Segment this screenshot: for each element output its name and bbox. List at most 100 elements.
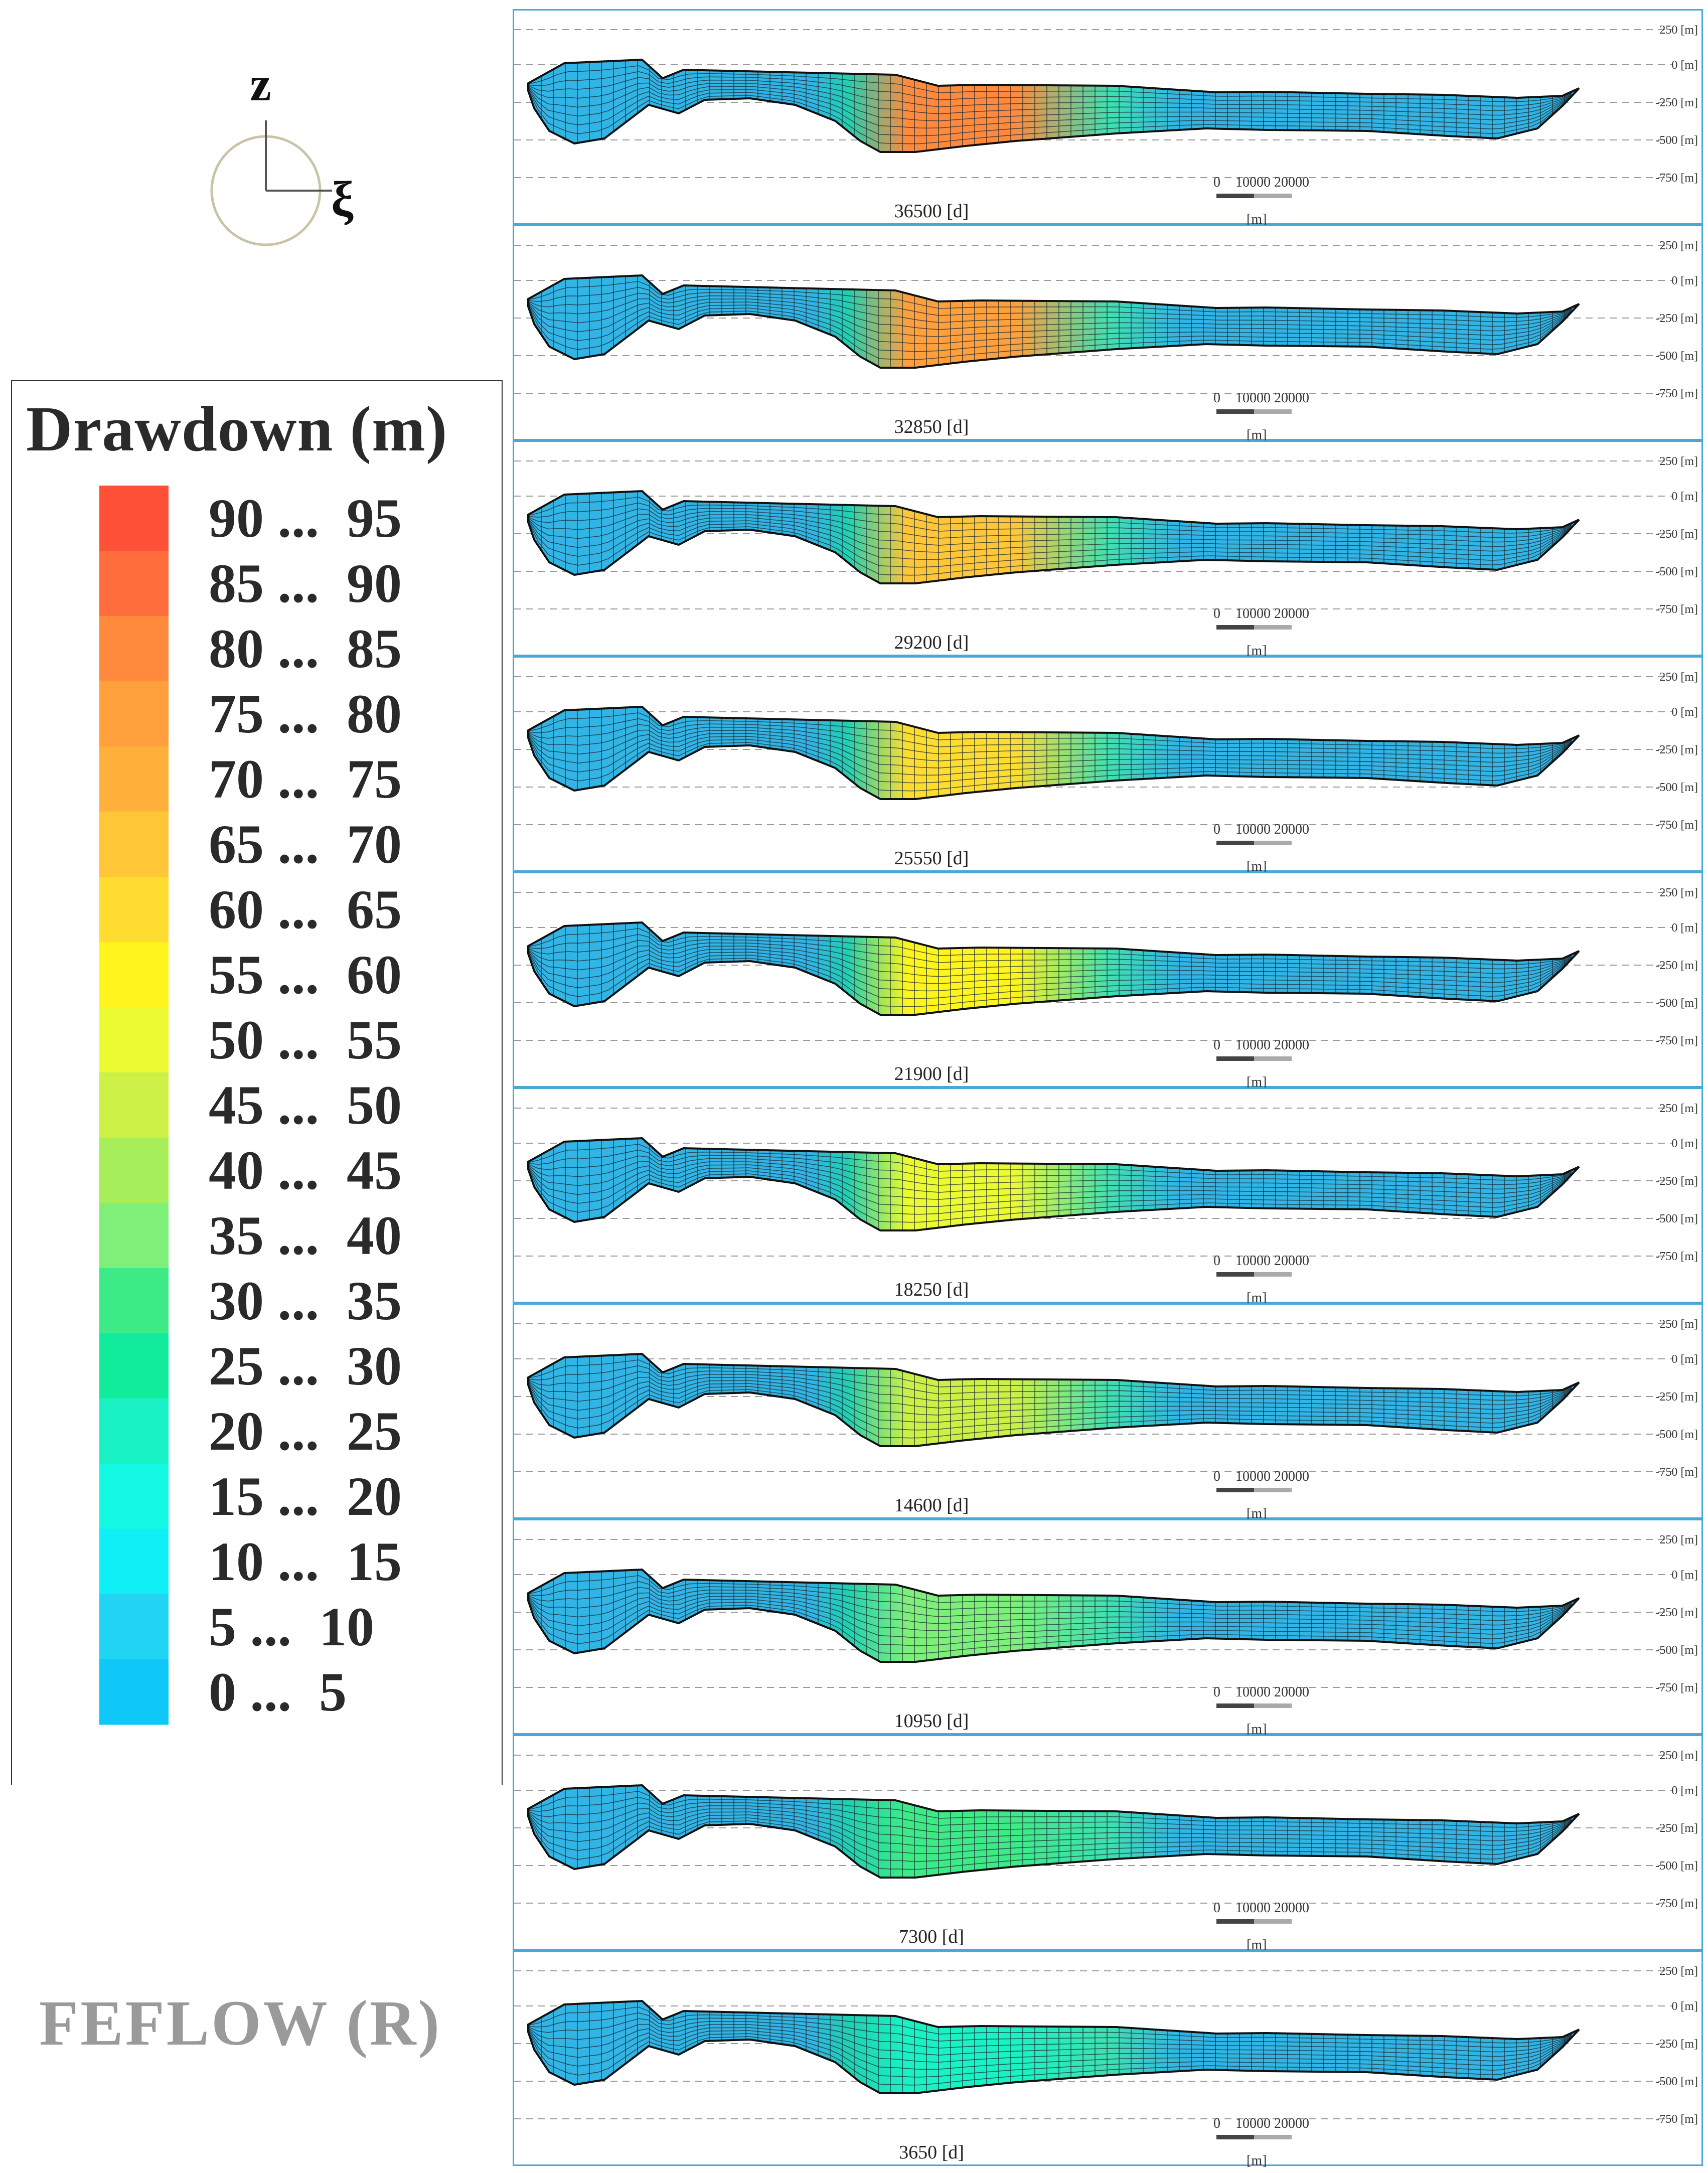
scale-bar-tick: 20000 (1274, 822, 1309, 837)
elevation-tick-label: -250 [m] (1655, 959, 1698, 972)
elevation-tick-label: -750 [m] (1655, 603, 1698, 616)
section-outline (527, 1568, 1580, 1663)
scale-bar-tick: 0 (1213, 390, 1220, 406)
cross-section-view: 250 [m] 0 [m] -250 [m] -500 [m] -750 [m] 0 100… (514, 1318, 1698, 1520)
cross-section-view: 250 [m] 0 [m] -250 [m] -500 [m] -750 [m] 0 100… (514, 1102, 1698, 1305)
mesh-layer-line (528, 1575, 1572, 1612)
drawdown-fill (528, 922, 1579, 1015)
scale-bar-tick: 20000 (1274, 2116, 1309, 2131)
legend-row: 90 ... 95 (99, 486, 491, 551)
elevation-tick-label: -500 [m] (1655, 1212, 1698, 1225)
snapshot-time-label: 32850 [d] (894, 416, 969, 437)
snapshot-time-label: 14600 [d] (894, 1495, 969, 1516)
elevation-tick-label: 0 [m] (1671, 706, 1698, 719)
legend-title: Drawdown (m) (26, 393, 448, 464)
drawdown-fill (528, 2001, 1579, 2093)
cross-section-view: 250 [m] 0 [m] -250 [m] -500 [m] -750 [m] 0 100… (514, 1533, 1698, 1736)
scale-bar-unit: [m] (1247, 212, 1267, 226)
drawdown-fill (528, 491, 1579, 583)
scale-bar-dark (1216, 1919, 1254, 1924)
scale-bar-tick: 0 (1213, 1469, 1220, 1484)
legend-row: 80 ... 85 (99, 616, 491, 682)
mesh-layer-line (528, 1164, 1572, 1200)
scale-bar-unit: [m] (1247, 859, 1267, 873)
scale-bar-tick: 0 (1213, 175, 1220, 190)
elevation-tick-label: 0 [m] (1671, 490, 1698, 503)
mesh-layer-line (528, 89, 1572, 136)
legend-row: 70 ... 75 (99, 746, 491, 812)
legend-swatch (99, 616, 169, 682)
drawdown-fill (528, 707, 1579, 799)
legend-label: 45 ... 50 (209, 1074, 402, 1136)
scale-bar-unit: [m] (1247, 1290, 1267, 1305)
snapshot-time-label: 25550 [d] (894, 848, 969, 869)
legend-swatch (99, 551, 169, 616)
mesh-layer-line (528, 1365, 1572, 1401)
mesh-body (528, 60, 1579, 152)
mesh-layer-line (528, 301, 1572, 337)
mesh-body (528, 1785, 1579, 1878)
cross-section-view: 250 [m] 0 [m] -250 [m] -500 [m] -750 [m] 0 100… (514, 886, 1698, 1089)
elevation-tick-label: -750 [m] (1655, 1897, 1698, 1910)
mesh-layer-line (528, 1168, 1572, 1223)
scale-bar-tick: 20000 (1274, 1253, 1309, 1269)
elevation-tick-label: -500 [m] (1655, 781, 1698, 794)
scale-bar-unit: [m] (1247, 427, 1267, 442)
mesh-layer-line (528, 519, 1572, 560)
mesh-layer-line (528, 514, 1572, 547)
scale-bar-light (1254, 625, 1292, 630)
scale-bar-tick: 10000 (1235, 175, 1271, 190)
mesh-body (528, 1570, 1579, 1662)
mesh-layer-line (528, 1814, 1572, 1862)
scale-bar-unit: [m] (1247, 2153, 1267, 2167)
mesh-layer-line (528, 724, 1572, 758)
elevation-tick-label: -250 [m] (1655, 528, 1698, 541)
legend-row: 50 ... 55 (99, 1007, 491, 1073)
scale-bar-light (1254, 1919, 1292, 1924)
mesh-layer-line (528, 945, 1572, 979)
elevation-tick-label: 250 [m] (1659, 455, 1698, 468)
legend-swatch (99, 1529, 169, 1595)
mesh-layer-line (528, 71, 1572, 107)
scale-bar-tick: 0 (1213, 2116, 1220, 2131)
z-axis-label: z (250, 57, 271, 111)
scale-bar-tick: 10000 (1235, 1900, 1271, 1916)
mesh-layer-line (528, 1144, 1572, 1181)
mesh-layer-line (528, 2024, 1572, 2057)
elevation-tick-label: -750 [m] (1655, 1466, 1698, 1479)
mesh-layer-line (528, 281, 1572, 318)
mesh-layer-line (528, 940, 1572, 974)
elevation-tick-label: 0 [m] (1671, 2000, 1698, 2013)
legend-row: 40 ... 45 (99, 1138, 491, 1203)
mesh-layer-line (528, 718, 1572, 754)
legend-label: 85 ... 90 (209, 553, 402, 614)
scale-bar-dark (1216, 409, 1254, 414)
time-snapshots: 250 [m] 0 [m] -250 [m] -500 [m] -750 [m] 0 100… (513, 9, 1703, 2173)
legend-label: 60 ... 65 (209, 879, 402, 940)
mesh-layer-line (528, 286, 1572, 323)
mesh-body (528, 707, 1579, 799)
scale-bar-dark (1216, 1272, 1254, 1277)
elevation-tick-label: -500 [m] (1655, 2075, 1698, 2088)
snapshot-time-label: 7300 [d] (899, 1926, 964, 1947)
elevation-tick-label: 250 [m] (1659, 1749, 1698, 1762)
section-outline (527, 1999, 1580, 2094)
elevation-tick-label: -750 [m] (1655, 819, 1698, 832)
elevation-tick-label: 250 [m] (1659, 1318, 1698, 1331)
legend-row: 60 ... 65 (99, 877, 491, 943)
mesh-layer-line (528, 735, 1572, 776)
mesh-layer-line (528, 1587, 1572, 1621)
drawdown-fill (528, 1354, 1579, 1446)
snapshot-panel: 250 [m] 0 [m] -250 [m] -500 [m] -750 [m] 0 100… (513, 1519, 1703, 1736)
scale-bar-light (1254, 2135, 1292, 2139)
software-brand: FEFLOW (R) (39, 1987, 442, 2059)
scale-bar-tick: 0 (1213, 1900, 1220, 1916)
mesh-layer-line (528, 303, 1572, 345)
scale-bar-tick: 0 (1213, 606, 1220, 622)
snapshot-time-label: 18250 [d] (894, 1279, 969, 1300)
mesh-layer-line (528, 88, 1572, 129)
elevation-tick-label: -750 [m] (1655, 387, 1698, 400)
drawdown-fill (528, 275, 1579, 368)
mesh-body (528, 275, 1579, 368)
mesh-layer-line (528, 82, 1572, 116)
